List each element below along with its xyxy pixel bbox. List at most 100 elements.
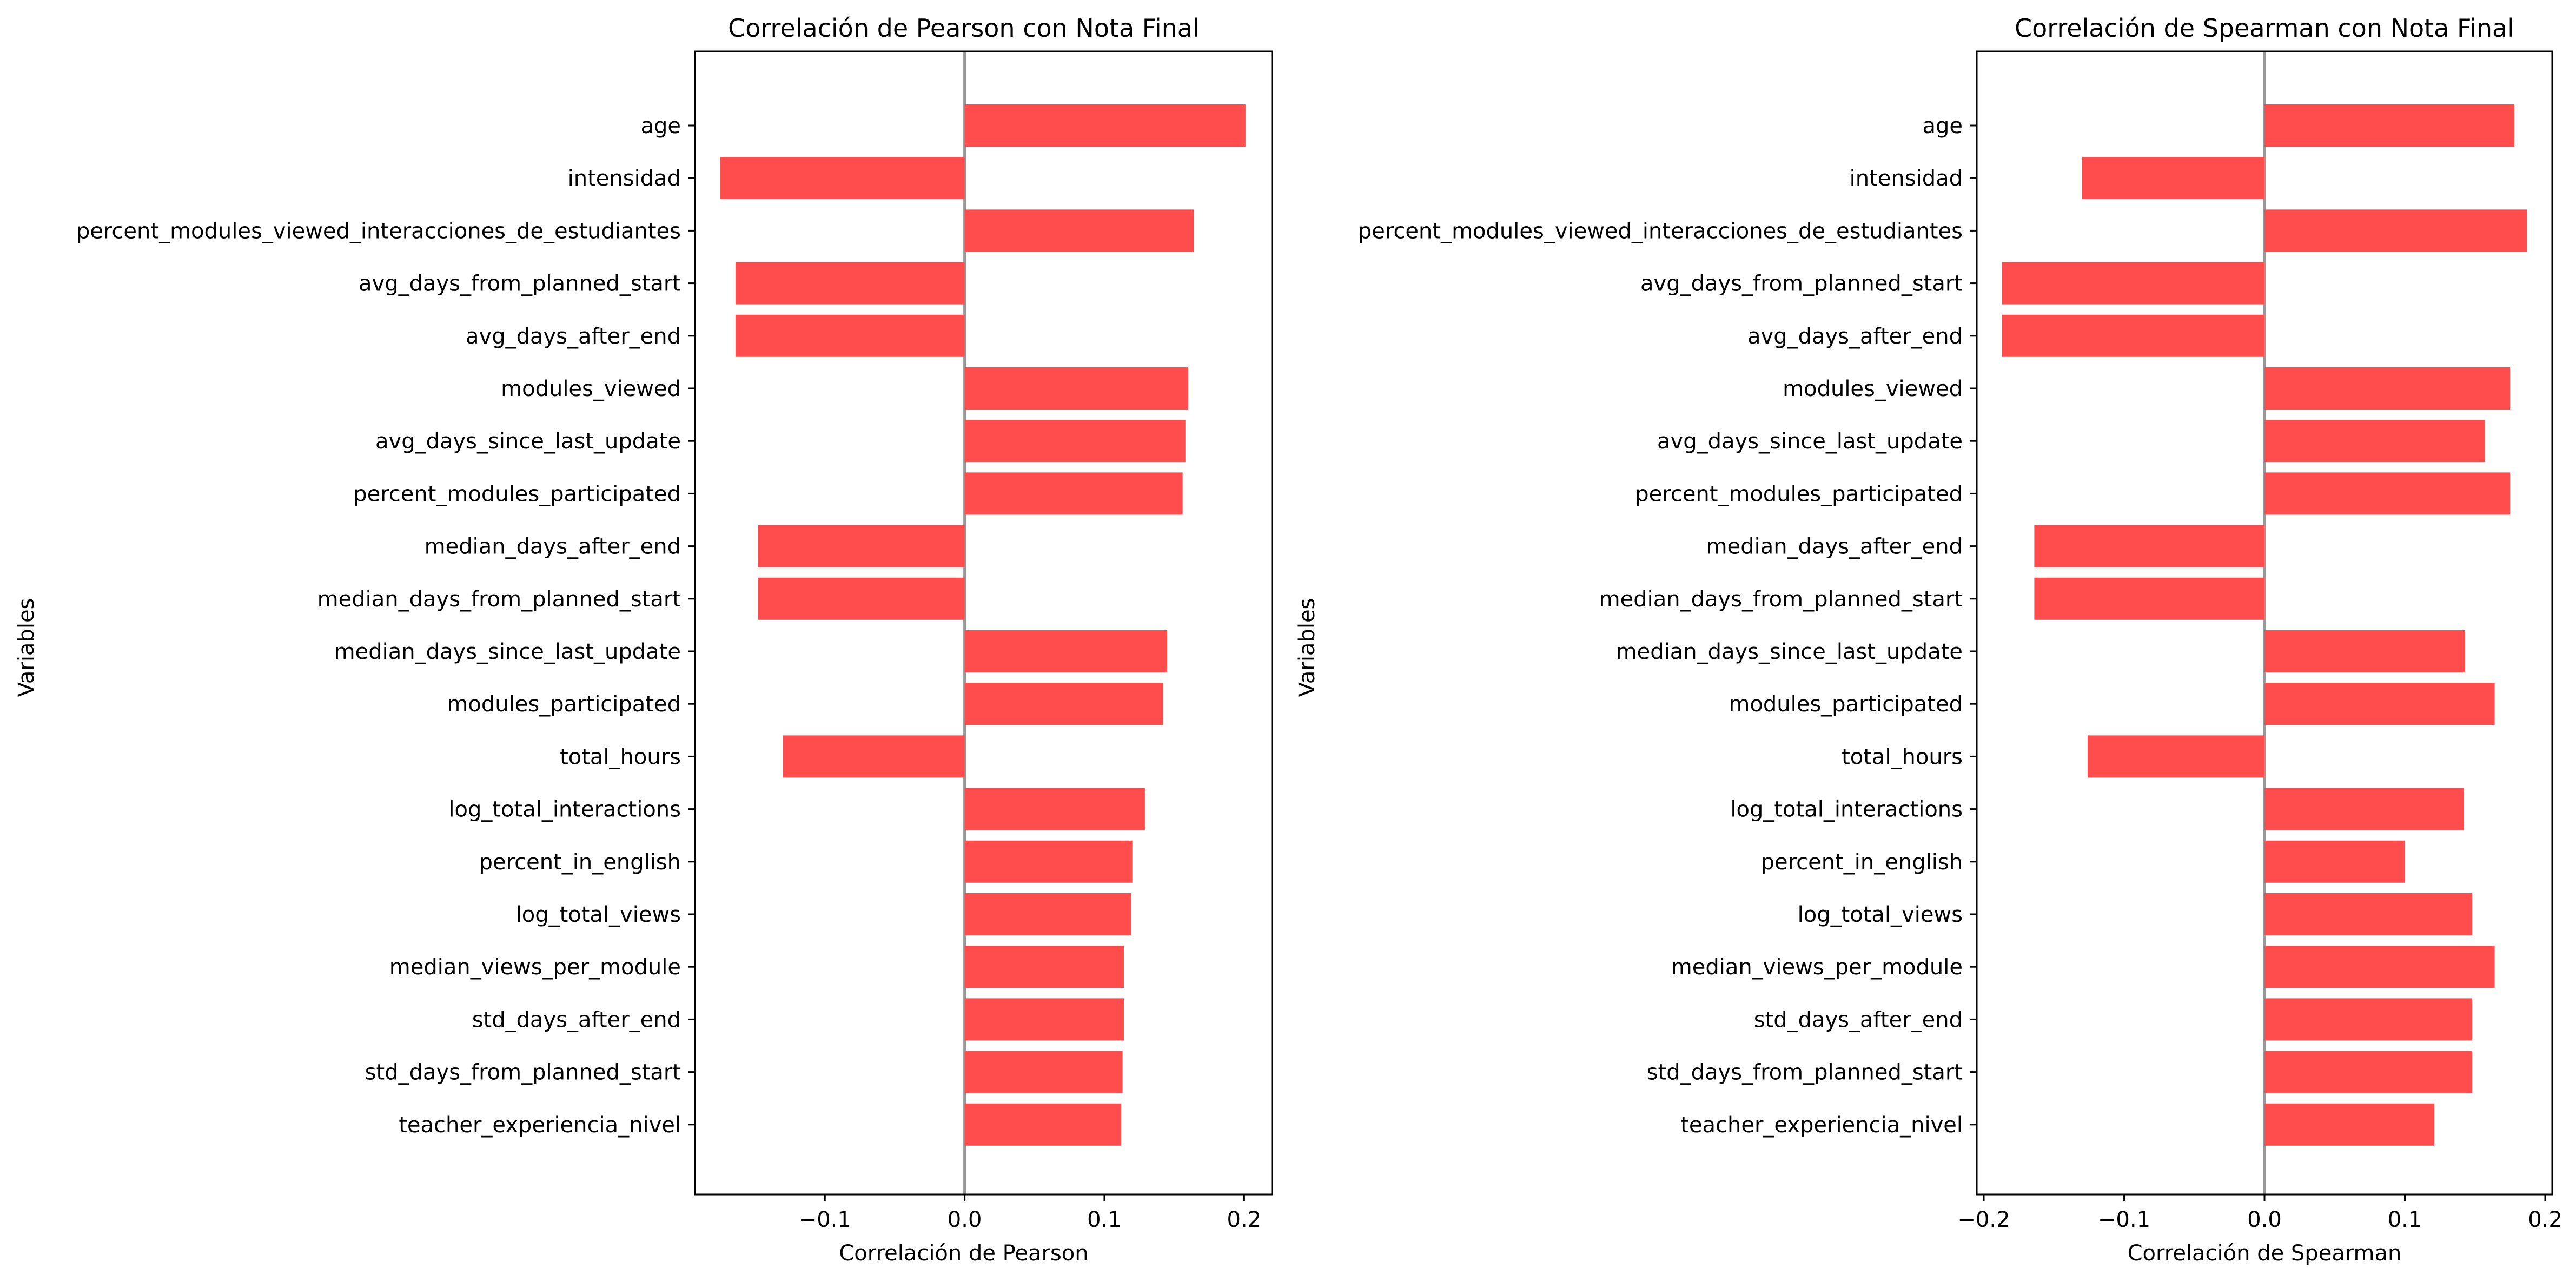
pearson-bar-percent_modules_participated	[964, 472, 1183, 515]
spearman-ytick-label-log_total_views: log_total_views	[1798, 902, 1963, 927]
spearman-bar-median_views_per_module	[2264, 946, 2495, 988]
spearman-ytick-label-percent_in_english: percent_in_english	[1761, 850, 1963, 875]
pearson-bar-age	[964, 104, 1246, 147]
spearman-bar-percent_modules_viewed_interacciones_de_estudiantes	[2264, 209, 2527, 252]
pearson-plot-frame	[694, 50, 1273, 1196]
pearson-ytick-label-modules_participated: modules_participated	[447, 692, 681, 717]
spearman-bar-percent_in_english	[2264, 840, 2405, 883]
pearson-bar-avg_days_from_planned_start	[735, 262, 965, 305]
pearson-bar-median_views_per_module	[964, 946, 1124, 988]
spearman-ytick-label-avg_days_since_last_update: avg_days_since_last_update	[1657, 429, 1963, 454]
pearson-bar-median_days_after_end	[758, 525, 965, 567]
pearson-ytick-label-teacher_experiencia_nivel: teacher_experiencia_nivel	[399, 1113, 681, 1138]
spearman-bar-std_days_from_planned_start	[2264, 1051, 2473, 1093]
spearman-chart-title: Correlación de Spearman con Nota Final	[2015, 14, 2514, 43]
spearman-bar-median_days_from_planned_start	[2034, 577, 2264, 620]
spearman-xtick-label: −0.2	[1957, 1207, 2010, 1232]
pearson-marks: age intensidad percent_modules_viewed_inte…	[76, 51, 1261, 1232]
spearman-bar-modules_viewed	[2264, 367, 2511, 410]
spearman-chart-panel: Correlación de Spearman con Nota Final C…	[1295, 14, 2562, 1266]
pearson-ytick-label-avg_days_after_end: avg_days_after_end	[466, 324, 681, 349]
pearson-ytick-label-median_days_after_end: median_days_after_end	[425, 534, 681, 559]
spearman-ytick-label-total_hours: total_hours	[1842, 744, 1963, 769]
pearson-bar-teacher_experiencia_nivel	[964, 1103, 1121, 1146]
pearson-bar-avg_days_since_last_update	[964, 420, 1186, 463]
spearman-bar-median_days_after_end	[2034, 525, 2264, 567]
pearson-bar-std_days_from_planned_start	[964, 1051, 1123, 1093]
pearson-ytick-label-intensidad: intensidad	[568, 166, 681, 191]
pearson-bar-intensidad	[720, 157, 965, 200]
pearson-bar-total_hours	[783, 735, 965, 778]
pearson-ytick-label-total_hours: total_hours	[560, 744, 681, 769]
pearson-bar-modules_viewed	[964, 367, 1188, 410]
spearman-bar-age	[2264, 104, 2514, 147]
pearson-bar-median_days_from_planned_start	[758, 577, 965, 620]
spearman-ytick-label-avg_days_after_end: avg_days_after_end	[1747, 324, 1963, 349]
spearman-ytick-label-median_days_after_end: median_days_after_end	[1706, 534, 1963, 559]
spearman-xtick-label: 0.2	[2528, 1207, 2562, 1232]
pearson-bar-percent_in_english	[964, 840, 1133, 883]
spearman-marks: age intensidad percent_modules_viewed_inte…	[1358, 51, 2562, 1232]
pearson-chart-title: Correlación de Pearson con Nota Final	[728, 14, 1200, 43]
spearman-bar-total_hours	[2088, 735, 2264, 778]
pearson-ytick-label-percent_modules_viewed_interacciones_de_estudiantes: percent_modules_viewed_interacciones_de_…	[76, 219, 681, 243]
pearson-xtick-label: 0.0	[948, 1207, 982, 1232]
spearman-ytick-label-median_days_from_planned_start: median_days_from_planned_start	[1599, 587, 1963, 612]
pearson-bar-log_total_views	[964, 893, 1131, 935]
pearson-xtick-label: −0.1	[799, 1207, 851, 1232]
spearman-x-axis-label: Correlación de Spearman	[2128, 1241, 2402, 1266]
pearson-bar-std_days_after_end	[964, 998, 1124, 1041]
spearman-bar-percent_modules_participated	[2264, 472, 2511, 515]
spearman-ytick-label-std_days_from_planned_start: std_days_from_planned_start	[1647, 1060, 1963, 1085]
pearson-ytick-label-std_days_from_planned_start: std_days_from_planned_start	[365, 1060, 681, 1085]
pearson-ytick-label-median_views_per_module: median_views_per_module	[389, 955, 681, 980]
spearman-plot-frame	[1976, 50, 2553, 1196]
spearman-ytick-label-intensidad: intensidad	[1850, 166, 1963, 191]
pearson-bar-modules_participated	[964, 683, 1163, 725]
pearson-ytick-label-log_total_views: log_total_views	[516, 902, 681, 927]
pearson-xtick-label: 0.2	[1227, 1207, 1262, 1232]
pearson-ytick-label-log_total_interactions: log_total_interactions	[448, 797, 681, 822]
spearman-bar-median_days_since_last_update	[2264, 630, 2466, 672]
spearman-xtick-label: 0.0	[2247, 1207, 2282, 1232]
spearman-bar-avg_days_after_end	[2002, 314, 2264, 357]
pearson-xtick-label: 0.1	[1087, 1207, 1122, 1232]
pearson-x-axis-label: Correlación de Pearson	[839, 1241, 1088, 1266]
spearman-bar-avg_days_from_planned_start	[2002, 262, 2264, 305]
pearson-ytick-label-percent_in_english: percent_in_english	[479, 850, 681, 875]
pearson-y-axis-label: Variables	[14, 598, 39, 697]
pearson-ytick-label-modules_viewed: modules_viewed	[501, 377, 681, 401]
pearson-ytick-label-age: age	[640, 114, 681, 138]
spearman-xtick-label: 0.1	[2388, 1207, 2422, 1232]
spearman-ytick-label-percent_modules_viewed_interacciones_de_estudiantes: percent_modules_viewed_interacciones_de_…	[1358, 219, 1963, 243]
spearman-bar-avg_days_since_last_update	[2264, 420, 2485, 463]
spearman-ytick-label-median_days_since_last_update: median_days_since_last_update	[1616, 639, 1963, 664]
spearman-ytick-label-median_views_per_module: median_views_per_module	[1671, 955, 1963, 980]
pearson-bar-log_total_interactions	[964, 788, 1145, 830]
spearman-bar-teacher_experiencia_nivel	[2264, 1103, 2435, 1146]
pearson-ytick-label-avg_days_from_planned_start: avg_days_from_planned_start	[359, 272, 681, 296]
spearman-ytick-label-modules_participated: modules_participated	[1729, 692, 1963, 717]
spearman-ytick-label-modules_viewed: modules_viewed	[1783, 377, 1963, 401]
spearman-ytick-label-std_days_after_end: std_days_after_end	[1754, 1007, 1963, 1032]
spearman-bar-log_total_interactions	[2264, 788, 2464, 830]
spearman-bar-std_days_after_end	[2264, 998, 2473, 1041]
pearson-ytick-label-percent_modules_participated: percent_modules_participated	[353, 481, 681, 506]
spearman-y-axis-label: Variables	[1295, 598, 1320, 697]
pearson-ytick-label-avg_days_since_last_update: avg_days_since_last_update	[375, 429, 681, 454]
pearson-ytick-label-std_days_after_end: std_days_after_end	[472, 1007, 681, 1032]
spearman-ytick-label-avg_days_from_planned_start: avg_days_from_planned_start	[1640, 272, 1963, 296]
spearman-bar-log_total_views	[2264, 893, 2473, 935]
spearman-ytick-label-teacher_experiencia_nivel: teacher_experiencia_nivel	[1680, 1113, 1963, 1138]
spearman-bar-modules_participated	[2264, 683, 2495, 725]
pearson-chart-panel: Correlación de Pearson con Nota Final Co…	[14, 14, 1273, 1266]
spearman-bar-intensidad	[2082, 157, 2264, 200]
pearson-ytick-label-median_days_from_planned_start: median_days_from_planned_start	[317, 587, 681, 612]
spearman-xtick-label: −0.1	[2098, 1207, 2150, 1232]
pearson-ytick-label-median_days_since_last_update: median_days_since_last_update	[334, 639, 681, 664]
pearson-bar-percent_modules_viewed_interacciones_de_estudiantes	[964, 209, 1194, 252]
pearson-bar-avg_days_after_end	[735, 314, 965, 357]
spearman-ytick-label-age: age	[1922, 114, 1963, 138]
